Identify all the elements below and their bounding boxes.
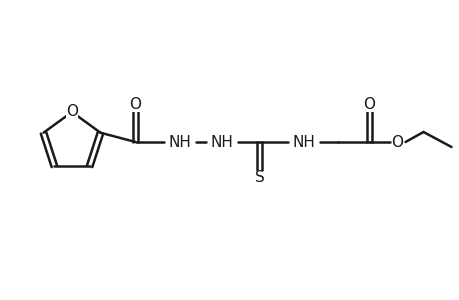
Text: NH: NH <box>291 134 314 149</box>
Text: O: O <box>391 134 403 149</box>
Text: NH: NH <box>210 134 232 149</box>
Text: O: O <box>129 97 141 112</box>
Text: S: S <box>254 170 264 185</box>
Text: O: O <box>363 97 375 112</box>
Text: O: O <box>66 103 78 118</box>
Text: NH: NH <box>168 134 190 149</box>
